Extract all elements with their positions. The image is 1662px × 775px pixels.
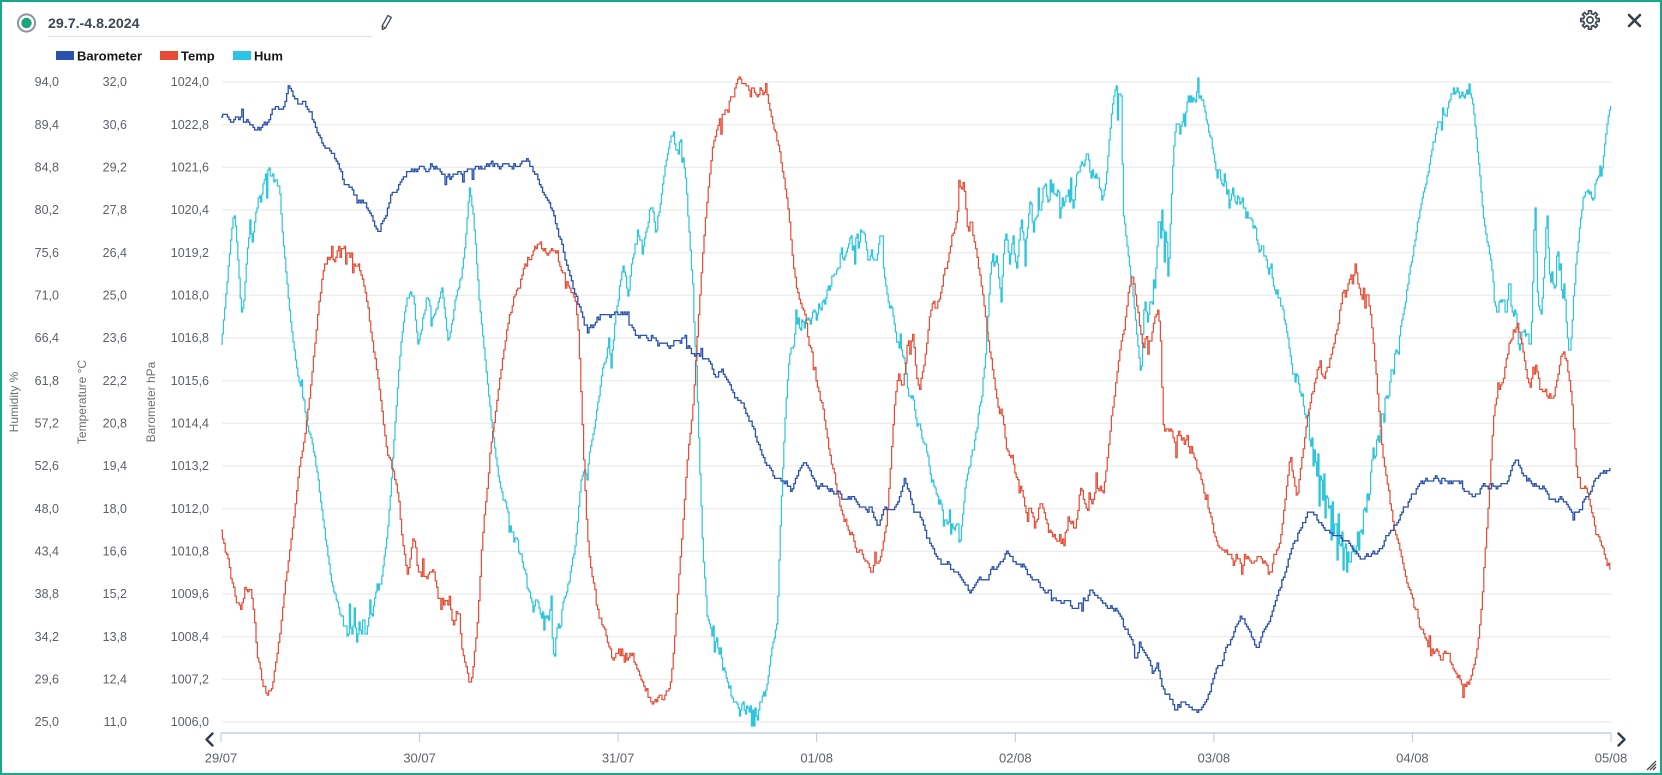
svg-text:61,8: 61,8 <box>35 374 59 388</box>
svg-text:18,0: 18,0 <box>103 502 127 516</box>
svg-text:1022,8: 1022,8 <box>171 118 209 132</box>
svg-text:57,2: 57,2 <box>35 417 59 431</box>
svg-text:05/08: 05/08 <box>1595 751 1628 766</box>
svg-text:29,2: 29,2 <box>103 161 127 175</box>
svg-text:1018,0: 1018,0 <box>171 289 209 303</box>
svg-text:75,6: 75,6 <box>35 246 59 260</box>
svg-text:26,4: 26,4 <box>103 246 127 260</box>
svg-text:20,8: 20,8 <box>103 417 127 431</box>
svg-text:31/07: 31/07 <box>602 751 635 766</box>
svg-text:23,6: 23,6 <box>103 331 127 345</box>
svg-text:1008,4: 1008,4 <box>171 630 209 644</box>
svg-text:03/08: 03/08 <box>1198 751 1231 766</box>
svg-text:1015,6: 1015,6 <box>171 374 209 388</box>
svg-text:19,4: 19,4 <box>103 459 127 473</box>
svg-text:01/08: 01/08 <box>800 751 833 766</box>
svg-text:29/07: 29/07 <box>205 751 238 766</box>
svg-text:11,0: 11,0 <box>104 715 127 729</box>
svg-text:1019,2: 1019,2 <box>171 246 209 260</box>
svg-text:Hum: Hum <box>254 49 283 64</box>
svg-text:Barometer hPa: Barometer hPa <box>144 361 158 442</box>
svg-text:1021,6: 1021,6 <box>171 161 209 175</box>
svg-text:94,0: 94,0 <box>35 75 59 89</box>
svg-text:66,4: 66,4 <box>35 331 59 345</box>
svg-text:13,8: 13,8 <box>103 630 127 644</box>
svg-text:1009,6: 1009,6 <box>171 587 209 601</box>
svg-text:80,2: 80,2 <box>35 203 59 217</box>
svg-text:34,2: 34,2 <box>35 630 59 644</box>
svg-text:1010,8: 1010,8 <box>171 545 209 559</box>
svg-text:30/07: 30/07 <box>403 751 436 766</box>
svg-text:12,4: 12,4 <box>103 673 127 687</box>
svg-text:04/08: 04/08 <box>1396 751 1429 766</box>
svg-text:1007,2: 1007,2 <box>171 673 209 687</box>
svg-text:43,4: 43,4 <box>35 545 59 559</box>
svg-text:15,2: 15,2 <box>103 587 127 601</box>
svg-text:Humidity %: Humidity % <box>7 371 21 432</box>
svg-text:38,8: 38,8 <box>35 587 59 601</box>
svg-text:25,0: 25,0 <box>103 289 127 303</box>
svg-text:1014,4: 1014,4 <box>171 417 209 431</box>
svg-text:02/08: 02/08 <box>999 751 1032 766</box>
svg-text:1012,0: 1012,0 <box>171 502 209 516</box>
svg-text:89,4: 89,4 <box>35 118 59 132</box>
svg-text:30,6: 30,6 <box>103 118 127 132</box>
svg-text:48,0: 48,0 <box>35 502 59 516</box>
svg-text:Temp: Temp <box>181 49 215 64</box>
svg-text:Temperature °C: Temperature °C <box>75 360 89 444</box>
svg-text:16,6: 16,6 <box>103 545 127 559</box>
svg-text:1016,8: 1016,8 <box>171 331 209 345</box>
svg-text:25,0: 25,0 <box>35 715 59 729</box>
svg-text:22,2: 22,2 <box>103 374 127 388</box>
svg-text:71,0: 71,0 <box>35 289 59 303</box>
svg-text:1020,4: 1020,4 <box>171 203 209 217</box>
svg-text:84,8: 84,8 <box>35 161 59 175</box>
svg-text:1024,0: 1024,0 <box>171 75 209 89</box>
svg-text:Barometer: Barometer <box>77 49 142 64</box>
svg-text:52,6: 52,6 <box>35 459 59 473</box>
svg-text:29.7.-4.8.2024: 29.7.-4.8.2024 <box>48 16 140 32</box>
svg-text:32,0: 32,0 <box>103 75 127 89</box>
svg-text:1013,2: 1013,2 <box>171 459 209 473</box>
svg-text:1006,0: 1006,0 <box>171 715 209 729</box>
svg-text:27,8: 27,8 <box>103 203 127 217</box>
svg-text:29,6: 29,6 <box>35 673 59 687</box>
